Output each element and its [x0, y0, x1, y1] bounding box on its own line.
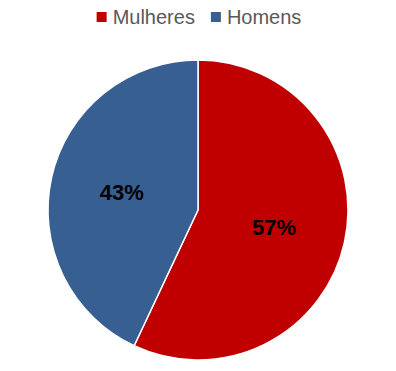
svg-text:Mulheres: Mulheres — [113, 6, 195, 28]
svg-text:57%: 57% — [252, 215, 296, 240]
svg-text:Homens: Homens — [227, 6, 301, 28]
svg-text:43%: 43% — [100, 180, 144, 205]
